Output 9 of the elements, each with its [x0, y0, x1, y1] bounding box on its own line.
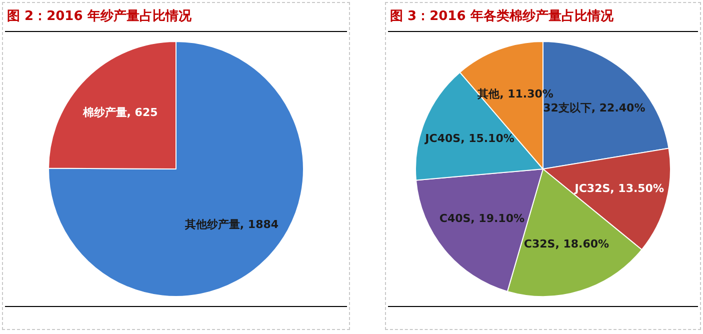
chart-title: 图 2：2016 年纱产量占比情况 [7, 8, 192, 25]
slice-label: 棉纱产量, 625 [82, 106, 158, 119]
slice-label: 32支以下, 22.40% [543, 102, 646, 115]
chart-title: 图 3：2016 年各类棉纱产量占比情况 [390, 8, 614, 25]
slice-label: JC32S, 13.50% [574, 182, 664, 196]
slice-label: C32S, 18.60% [524, 237, 610, 250]
slice-label: C40S, 19.10% [439, 212, 525, 226]
slice-label: 其他纱产量, 1884 [184, 218, 279, 231]
slice-label: JC40S, 15.10% [424, 132, 514, 146]
